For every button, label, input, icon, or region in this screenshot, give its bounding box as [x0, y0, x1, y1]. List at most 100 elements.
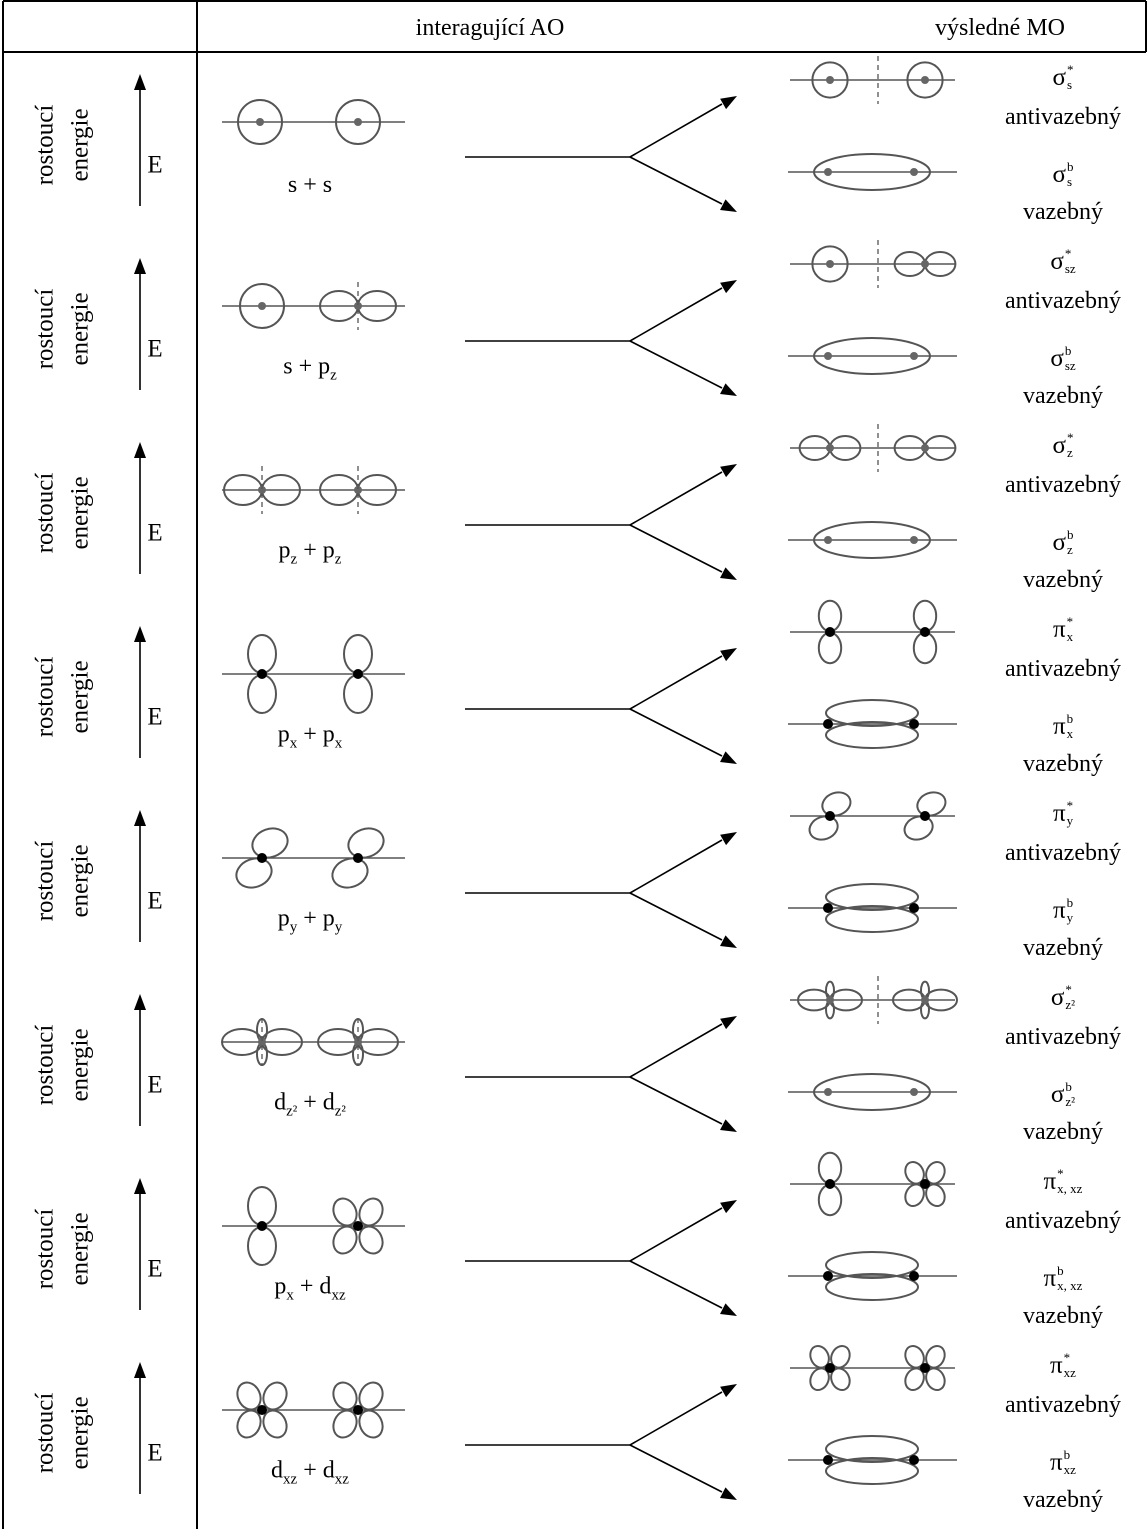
arrow-head: [720, 1303, 737, 1316]
arrow-head: [720, 1487, 737, 1500]
mo-top-label: antivazebný: [1005, 1024, 1121, 1050]
symbol-sub: xz: [1063, 1365, 1076, 1380]
nucleus: [825, 1363, 835, 1373]
nucleus: [353, 853, 363, 863]
lobe: [817, 599, 843, 633]
axis-label: energie: [66, 1396, 94, 1470]
nucleus: [258, 1038, 266, 1046]
arrow-line: [629, 1023, 723, 1078]
nucleus: [823, 719, 833, 729]
axis-label: rostoucí: [31, 1208, 59, 1290]
combination-text: s + p: [283, 353, 331, 380]
arrow-line: [629, 1076, 723, 1125]
row-graphics: [134, 599, 957, 764]
symbol-sub: sz: [1064, 261, 1076, 276]
lobe: [904, 1183, 925, 1208]
symbol-sup: *: [1064, 246, 1072, 262]
header-mo: výsledné MO: [935, 15, 1065, 41]
ao-combination: dxz + dxz: [271, 1459, 349, 1488]
symbol-sup: *: [1066, 430, 1074, 446]
symbol-indices: b xz: [1063, 1447, 1076, 1478]
axis-letter: E: [147, 1439, 163, 1467]
symbol-sub: s: [1066, 77, 1073, 92]
arrow-head: [134, 994, 146, 1010]
symbol-base: π: [1052, 713, 1066, 741]
lobe: [358, 1381, 384, 1411]
arrow-line: [629, 708, 723, 757]
nucleus: [921, 444, 929, 452]
arrow-line: [629, 524, 723, 573]
mo-symbol: σ * z²: [1051, 982, 1075, 1013]
bonding-lobe: [825, 883, 919, 911]
bonding-lobe: [813, 1073, 931, 1111]
symbol-sub: xz: [1063, 1462, 1076, 1477]
axis-label: energie: [66, 844, 94, 918]
axis-label: energie: [66, 292, 94, 366]
nucleus: [920, 627, 930, 637]
mo-symbol: σ * s: [1053, 62, 1074, 93]
symbol-base: π: [1050, 1352, 1063, 1380]
nucleus: [826, 444, 834, 452]
lobe: [912, 631, 938, 665]
lobe: [358, 1225, 384, 1255]
symbol-sub: sz: [1064, 358, 1076, 373]
symbol-sub: x, xz: [1057, 1181, 1083, 1196]
axis-label: rostoucí: [31, 840, 59, 922]
lobe: [347, 827, 385, 859]
symbol-indices: b z²: [1065, 1079, 1075, 1110]
lobe: [332, 1197, 358, 1227]
axis-letter: E: [147, 151, 163, 179]
symbol-base: π: [1052, 616, 1066, 644]
combination-text: + p: [297, 721, 335, 748]
nucleus: [353, 1221, 363, 1231]
nucleus: [257, 853, 267, 863]
nucleus: [354, 302, 362, 310]
orbital-s: [811, 61, 849, 99]
axis-letter: E: [147, 703, 163, 731]
axis-label: energie: [66, 1028, 94, 1102]
symbol-indices: * xz: [1063, 1350, 1076, 1381]
axis-label: energie: [66, 108, 94, 182]
symbol-sub: s: [1066, 174, 1073, 189]
mo-symbol: π * x, xz: [1044, 1166, 1083, 1197]
arrow-head: [134, 626, 146, 642]
axis-label: rostoucí: [31, 1024, 59, 1106]
symbol-base: σ: [1050, 248, 1064, 276]
lobe: [904, 1367, 925, 1392]
axis-letter: E: [147, 519, 163, 547]
arrow-head: [134, 1178, 146, 1194]
lobe: [925, 1367, 946, 1392]
axis-label: rostoucí: [31, 288, 59, 370]
nucleus: [824, 352, 832, 360]
symbol-base: σ: [1052, 529, 1066, 557]
orbital-s: [811, 245, 849, 283]
symbol-base: σ: [1052, 161, 1066, 189]
combination-text: d: [274, 1089, 287, 1116]
lobe: [235, 857, 273, 889]
arrow-head: [134, 442, 146, 458]
lobe: [830, 1344, 851, 1369]
arrow-line: [629, 156, 723, 205]
arrow-head: [720, 280, 737, 294]
row-graphics: [134, 424, 957, 580]
combination-text: + d: [297, 1089, 335, 1116]
combination-text: s + s: [287, 172, 333, 198]
nucleus: [826, 996, 834, 1004]
mo-symbol: σ b sz: [1050, 343, 1076, 374]
arrow-line: [629, 471, 723, 526]
orbital-s: [239, 283, 285, 329]
axis-letter: E: [147, 335, 163, 363]
arrow-head: [134, 1362, 146, 1378]
row-graphics: [134, 56, 957, 212]
mo-top-label: antivazebný: [1005, 1208, 1121, 1234]
axis-label: energie: [66, 660, 94, 734]
row-graphics: [134, 791, 957, 948]
symbol-base: σ: [1052, 432, 1066, 460]
row-graphics: [134, 1151, 957, 1316]
arrow-head: [720, 567, 737, 580]
